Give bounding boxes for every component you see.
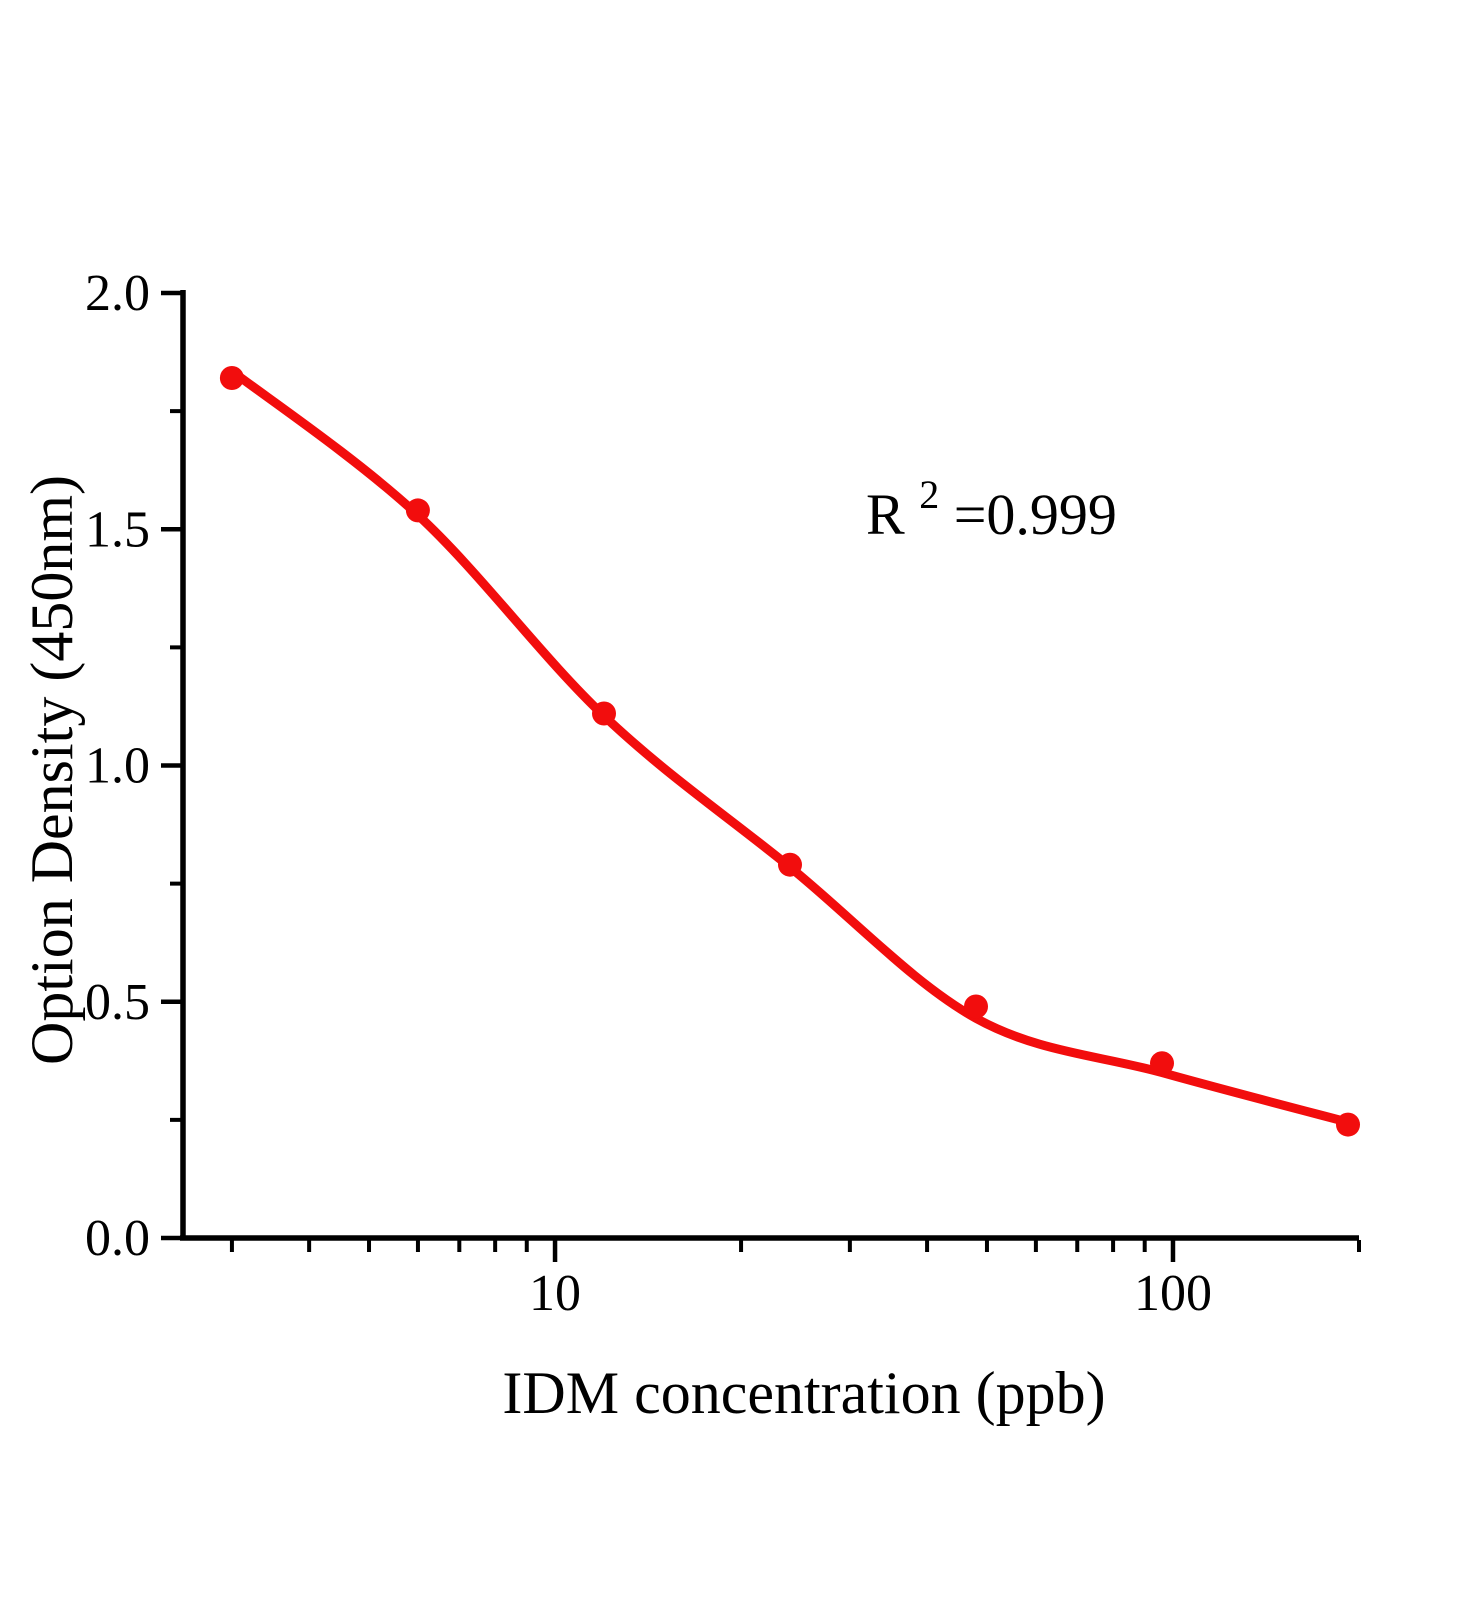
y-tick-label: 1.5 [85, 501, 150, 558]
r-squared-superscript: 2 [919, 472, 939, 517]
axes [180, 290, 1359, 1241]
x-tick-labels: 10 100 [529, 1265, 1212, 1322]
y-tick-label: 2.0 [85, 265, 150, 322]
y-tick-label: 1.0 [85, 738, 150, 795]
data-point [1150, 1051, 1174, 1076]
y-tick-labels: 0.0 0.5 1.0 1.5 2.0 [85, 265, 150, 1267]
data-point [592, 701, 616, 726]
x-major-ticks [552, 1240, 1176, 1262]
x-axis-title: IDM concentration (ppb) [502, 1360, 1105, 1426]
r-squared-annotation: R 2 =0.999 [866, 456, 1117, 547]
r-squared-base: R [866, 482, 905, 547]
data-point [219, 366, 244, 390]
fit-curve-line [227, 366, 1353, 1127]
y-axis-title: Option Density (450nm) [19, 475, 85, 1065]
data-point [778, 852, 802, 877]
data-point [964, 994, 988, 1019]
r-squared-value: =0.999 [954, 482, 1117, 547]
y-tick-label: 0.5 [85, 974, 150, 1031]
y-minor-ticks [170, 409, 181, 1122]
x-minor-ticks [229, 1240, 1361, 1252]
data-point [1336, 1112, 1360, 1137]
data-point [405, 498, 430, 523]
x-tick-label: 10 [529, 1265, 581, 1322]
data-points [219, 366, 1360, 1137]
x-tick-label: 100 [1134, 1265, 1212, 1322]
y-tick-label: 0.0 [85, 1210, 150, 1267]
y-major-ticks [161, 290, 181, 1241]
